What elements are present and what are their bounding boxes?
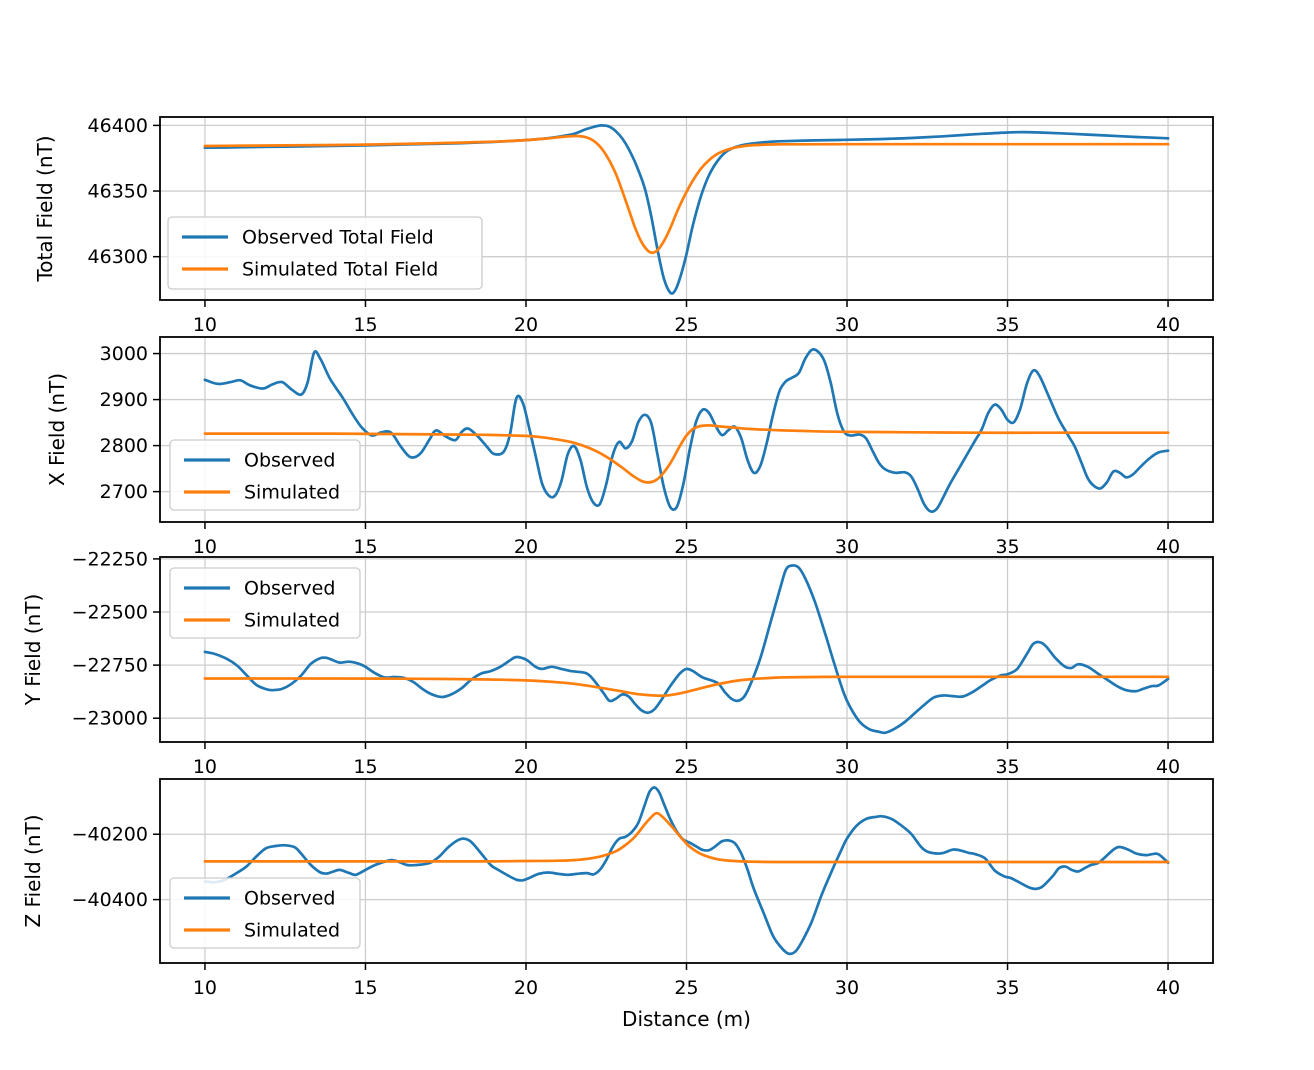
y-tick-label: −22250 xyxy=(72,548,148,570)
total-field-x-axis: 10 15 20 25 30 35 40 xyxy=(193,300,1180,336)
x-tick-label: 40 xyxy=(1156,536,1180,558)
y-tick-label: 46350 xyxy=(88,181,148,203)
x-tick-label: 35 xyxy=(995,314,1019,336)
y-tick-label: −23000 xyxy=(72,708,148,730)
z-field-legend: Observed Simulated xyxy=(169,877,361,949)
y-tick-label: 46400 xyxy=(88,115,148,137)
legend-entry-label: Observed xyxy=(244,450,335,472)
x-tick-label: 30 xyxy=(835,756,859,778)
subplot-x-field: 10 15 20 25 30 35 40 2700 2800 2900 3000 X Field (n… xyxy=(45,336,1214,558)
legend-box xyxy=(167,216,483,290)
legend-entry-label: Simulated xyxy=(244,920,340,942)
z-field-series xyxy=(203,786,1170,956)
y-field-x-axis: 10 15 20 25 30 35 40 xyxy=(193,742,1180,778)
total-field-y-axis: 46300 46350 46400 xyxy=(88,115,160,268)
legend-entry-label: Simulated xyxy=(244,482,340,504)
x-tick-label: 20 xyxy=(514,536,538,558)
x-field-legend: Observed Simulated xyxy=(169,439,361,511)
x-tick-label: 15 xyxy=(353,536,377,558)
x-field-grid xyxy=(160,337,1213,522)
y-tick-label: −40200 xyxy=(72,824,148,846)
x-tick-label: 35 xyxy=(995,756,1019,778)
x-tick-label: 35 xyxy=(995,536,1019,558)
y-field-series xyxy=(203,564,1170,735)
legend-entry-label: Observed xyxy=(244,888,335,910)
simulated-line xyxy=(203,424,1170,484)
y-tick-label: 2700 xyxy=(100,481,148,503)
total-field-series xyxy=(203,124,1170,295)
simulated-line xyxy=(203,134,1170,255)
legend-entry-label: Simulated xyxy=(244,610,340,632)
x-tick-label: 25 xyxy=(674,756,698,778)
legend-entry-label: Simulated Total Field xyxy=(242,259,438,281)
legend-entry-label: Observed Total Field xyxy=(242,227,434,249)
subplot-y-field: 10 15 20 25 30 35 40 −22250 −22500 −22750 −23000 Y … xyxy=(21,548,1214,778)
y-tick-label: −22750 xyxy=(72,655,148,677)
x-tick-label: 15 xyxy=(353,756,377,778)
x-tick-label: 40 xyxy=(1156,314,1180,336)
x-tick-label: 10 xyxy=(193,536,217,558)
x-axis-label: Distance (m) xyxy=(622,1007,751,1031)
x-tick-label: 35 xyxy=(995,977,1019,999)
y-tick-label: 2800 xyxy=(100,435,148,457)
x-tick-label: 20 xyxy=(514,977,538,999)
observed-line xyxy=(203,564,1170,735)
x-field-y-axis: 2700 2800 2900 3000 xyxy=(100,343,160,503)
x-tick-label: 40 xyxy=(1156,756,1180,778)
x-tick-label: 40 xyxy=(1156,977,1180,999)
y-tick-label: 3000 xyxy=(100,343,148,365)
total-field-ylabel: Total Field (nT) xyxy=(33,135,57,282)
x-tick-label: 30 xyxy=(835,977,859,999)
y-field-y-axis: −22250 −22500 −22750 −23000 xyxy=(72,548,160,730)
z-field-ylabel: Z Field (nT) xyxy=(21,814,45,927)
y-tick-label: 46300 xyxy=(88,246,148,268)
x-tick-label: 25 xyxy=(674,977,698,999)
y-tick-label: 2900 xyxy=(100,389,148,411)
x-tick-label: 15 xyxy=(353,314,377,336)
y-tick-label: −40400 xyxy=(72,889,148,911)
x-tick-label: 30 xyxy=(835,536,859,558)
x-tick-label: 20 xyxy=(514,314,538,336)
x-tick-label: 20 xyxy=(514,756,538,778)
y-tick-label: −22500 xyxy=(72,602,148,624)
legend-entry-label: Observed xyxy=(244,578,335,600)
y-field-ylabel: Y Field (nT) xyxy=(21,594,45,707)
simulated-line xyxy=(203,811,1170,864)
z-field-y-axis: −40200 −40400 xyxy=(72,824,160,911)
subplot-z-field: 10 15 20 25 30 35 40 −40200 −40400 Z Field (nT) Ob… xyxy=(21,778,1214,999)
subplot-total-field: 10 15 20 25 30 35 40 46300 46350 46400 Total Field… xyxy=(33,115,1214,336)
x-tick-label: 10 xyxy=(193,756,217,778)
x-tick-label: 25 xyxy=(674,536,698,558)
x-tick-label: 10 xyxy=(193,977,217,999)
x-tick-label: 10 xyxy=(193,314,217,336)
x-tick-label: 15 xyxy=(353,977,377,999)
y-field-legend: Observed Simulated xyxy=(169,567,361,639)
simulated-line xyxy=(203,675,1170,698)
x-field-series xyxy=(203,348,1170,513)
z-field-x-axis: 10 15 20 25 30 35 40 xyxy=(193,963,1180,999)
x-tick-label: 25 xyxy=(674,314,698,336)
x-field-x-axis: 10 15 20 25 30 35 40 xyxy=(193,522,1180,558)
x-field-ylabel: X Field (nT) xyxy=(45,373,69,486)
total-field-legend: Observed Total Field Simulated Total Fiel… xyxy=(167,216,483,290)
x-tick-label: 30 xyxy=(835,314,859,336)
